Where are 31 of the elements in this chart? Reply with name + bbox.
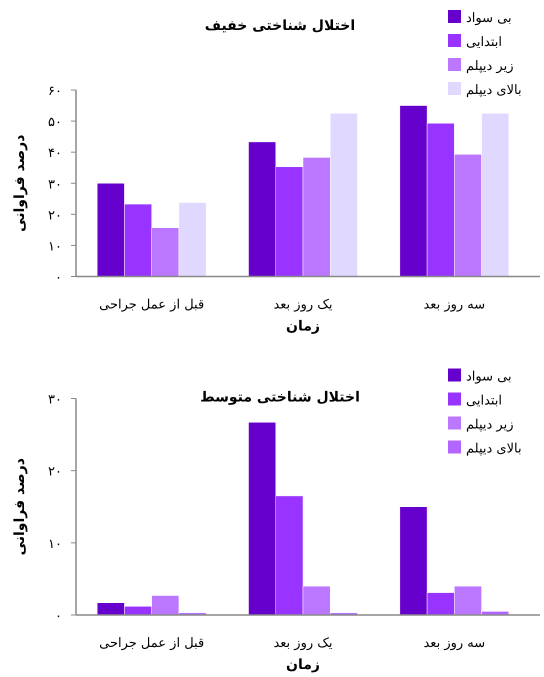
y-tick-label: ۲۰ bbox=[48, 208, 62, 224]
y-tick-label: ۴۰ bbox=[48, 146, 62, 162]
x-tick-label: قبل از عمل جراحی bbox=[99, 298, 204, 312]
x-tick-label: قبل از عمل جراحی bbox=[99, 636, 204, 651]
x-axis-title: زمان bbox=[286, 318, 320, 334]
y-tick-label: ۰ bbox=[55, 270, 62, 286]
legend-label: زیر دیپلم bbox=[466, 59, 514, 74]
y-tick-label: ۳۰ bbox=[48, 177, 62, 192]
legend-label: ابتدایی bbox=[466, 394, 502, 408]
y-tick-label: ۶۰ bbox=[48, 84, 62, 99]
legend-label: بی سواد bbox=[466, 370, 512, 384]
y-tick-label: ۰ bbox=[55, 609, 62, 624]
y-axis-title: درصد فراوانی bbox=[12, 458, 28, 556]
legend-label: ابتدایی bbox=[466, 35, 502, 50]
legend-label: بالای دیپلم bbox=[466, 83, 522, 98]
y-tick-label: ۲۰ bbox=[48, 464, 62, 480]
x-axis-title: زمان bbox=[286, 657, 320, 673]
y-tick-label: ۳۰ bbox=[48, 392, 62, 408]
legend-label: بی سواد bbox=[466, 11, 512, 26]
y-tick-label: ۱۰ bbox=[48, 536, 62, 552]
chart-title: اختلال شناختی متوسط bbox=[200, 390, 360, 406]
x-tick-label: سه روز بعد bbox=[423, 636, 486, 651]
legend-label: بالای دیپلم bbox=[466, 442, 522, 456]
legend-label: زیر دیپلم bbox=[466, 418, 514, 432]
x-tick-label: یک روز بعد bbox=[273, 298, 333, 312]
x-tick-label: سه روز بعد bbox=[423, 298, 486, 312]
chart-title: اختلال شناختی خفیف bbox=[204, 18, 356, 34]
y-tick-label: ۵۰ bbox=[48, 115, 62, 130]
y-tick-label: ۱۰ bbox=[48, 239, 62, 254]
x-tick-label: یک روز بعد bbox=[273, 636, 333, 651]
y-axis-title: درصد فراوانی bbox=[12, 134, 28, 232]
